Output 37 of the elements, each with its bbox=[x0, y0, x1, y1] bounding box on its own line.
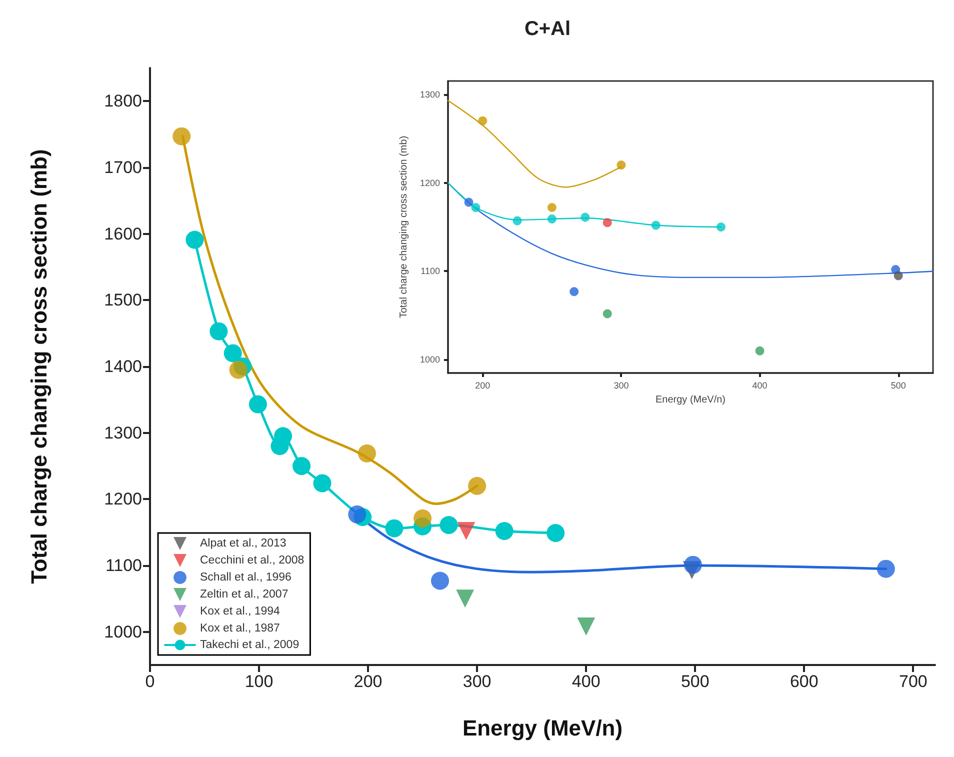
x-axis-title: Energy (MeV/n) bbox=[655, 394, 726, 406]
legend-label: Schall et al., 1996 bbox=[200, 572, 292, 584]
x-tick-label: 0 bbox=[145, 672, 155, 691]
y-tick-label: 1200 bbox=[104, 490, 142, 509]
x-axis-title: Energy (MeV/n) bbox=[462, 716, 623, 740]
legend-label: Cecchini et al., 2008 bbox=[200, 554, 304, 566]
y-tick-label: 1000 bbox=[104, 622, 142, 642]
x-tick-label: 200 bbox=[475, 380, 490, 390]
y-tick-label: 1300 bbox=[420, 89, 440, 100]
y-axis-title: Total charge changing cross section (mb) bbox=[26, 149, 52, 584]
x-tick-label: 100 bbox=[244, 672, 274, 691]
x-tick-label: 400 bbox=[752, 380, 768, 390]
x-tick-label: 300 bbox=[614, 380, 629, 390]
y-tick-label: 1100 bbox=[105, 556, 142, 575]
x-tick-label: 200 bbox=[354, 672, 382, 691]
y-tick-label: 1500 bbox=[104, 290, 142, 310]
x-tick-label: 400 bbox=[572, 672, 600, 691]
y-tick-label: 1000 bbox=[420, 354, 440, 365]
legend-label: Kox et al., 1994 bbox=[200, 606, 281, 618]
y-tick-label: 1400 bbox=[104, 357, 142, 376]
x-tick-label: 300 bbox=[462, 672, 492, 691]
x-tick-label: 700 bbox=[899, 672, 928, 691]
x-tick-label: 600 bbox=[790, 672, 818, 691]
legend-label: Kox et al., 1987 bbox=[200, 622, 280, 634]
legend-label: Zeltin et al., 2007 bbox=[200, 588, 288, 600]
legend-label: Alpat et al., 2013 bbox=[200, 538, 286, 550]
x-tick-label: 500 bbox=[680, 672, 710, 691]
y-tick-label: 1600 bbox=[104, 224, 142, 244]
y-tick-label: 1800 bbox=[104, 92, 142, 111]
y-tick-label: 1300 bbox=[104, 423, 142, 442]
y-tick-label: 1200 bbox=[420, 178, 440, 188]
chart-title: C+Al bbox=[524, 18, 571, 40]
x-tick-label: 500 bbox=[890, 380, 906, 390]
y-tick-label: 1700 bbox=[104, 158, 142, 177]
y-axis-title: Total charge changing cross section (mb) bbox=[398, 136, 410, 318]
y-tick-label: 1100 bbox=[420, 266, 440, 276]
legend-label: Takechi et al., 2009 bbox=[200, 639, 300, 651]
